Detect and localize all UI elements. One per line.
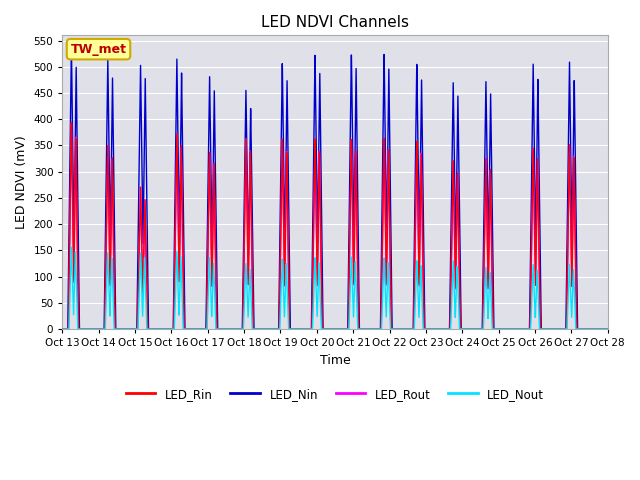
Legend: LED_Rin, LED_Nin, LED_Rout, LED_Nout: LED_Rin, LED_Nin, LED_Rout, LED_Nout <box>121 383 549 405</box>
Y-axis label: LED NDVI (mV): LED NDVI (mV) <box>15 135 28 229</box>
Text: TW_met: TW_met <box>70 43 127 56</box>
X-axis label: Time: Time <box>319 354 350 367</box>
Title: LED NDVI Channels: LED NDVI Channels <box>261 15 409 30</box>
